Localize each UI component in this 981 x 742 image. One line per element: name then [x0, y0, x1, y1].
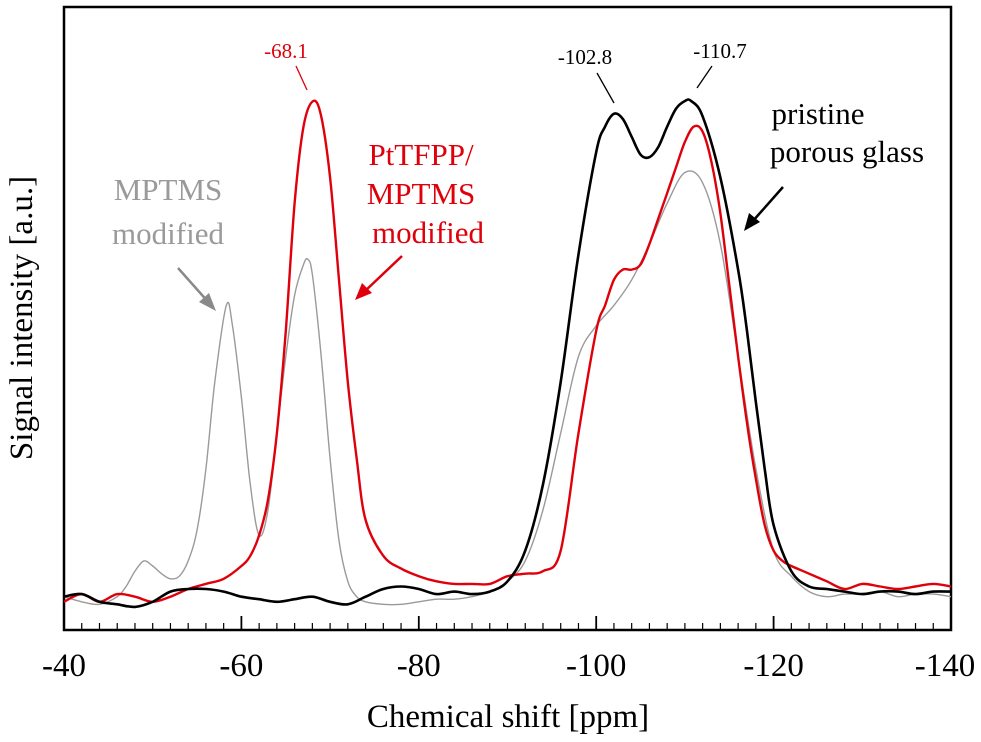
x-tick-label: -120: [743, 648, 804, 684]
label-pttfpp-line2: MPTMS: [367, 176, 476, 211]
x-tick-label: -60: [219, 648, 263, 684]
arrow-head-pristine: [744, 213, 760, 231]
x-tick-label: -40: [42, 648, 86, 684]
series-line-mptms-modified: [63, 170, 952, 606]
arrow-pristine: [751, 186, 784, 223]
x-tick-label: -140: [915, 648, 976, 684]
label-pttfpp-line3: modified: [372, 215, 484, 250]
x-axis-label: Chemical shift [ppm]: [367, 699, 649, 735]
label-pristine-line2: porous glass: [770, 134, 924, 169]
arrow-pttfpp: [363, 255, 403, 293]
x-tick-label: -100: [566, 648, 627, 684]
annotation-peak-110-7: -110.7: [693, 39, 746, 63]
series-line-pristine-porous-glass: [63, 98, 952, 609]
label-pttfpp-line1: PtTFPP/: [368, 137, 474, 172]
x-minor-ticks: [63, 623, 952, 630]
annotation-leader-102: [596, 72, 615, 104]
annotation-leader-110: [696, 65, 713, 89]
y-axis-label: Signal intensity [a.u.]: [4, 176, 40, 460]
x-tick-label: -80: [397, 648, 441, 684]
x-major-ticks: [63, 616, 952, 630]
label-pristine-line1: pristine: [772, 96, 865, 131]
arrow-head-mptms: [199, 293, 216, 311]
label-mptms-line2: modified: [112, 216, 224, 251]
arrow-head-pttfpp: [355, 283, 372, 300]
annotation-peak-68-1: -68.1: [264, 39, 308, 63]
series-layer: [63, 98, 952, 609]
x-tick-labels: -40 -60 -80 -100 -120 -140: [42, 648, 975, 684]
annotation-peak-102-8: -102.8: [558, 45, 612, 69]
series-line-pttfpp-mptms-modified: [63, 99, 952, 603]
annotation-leader-68: [295, 65, 308, 91]
label-mptms-line1: MPTMS: [114, 172, 223, 207]
